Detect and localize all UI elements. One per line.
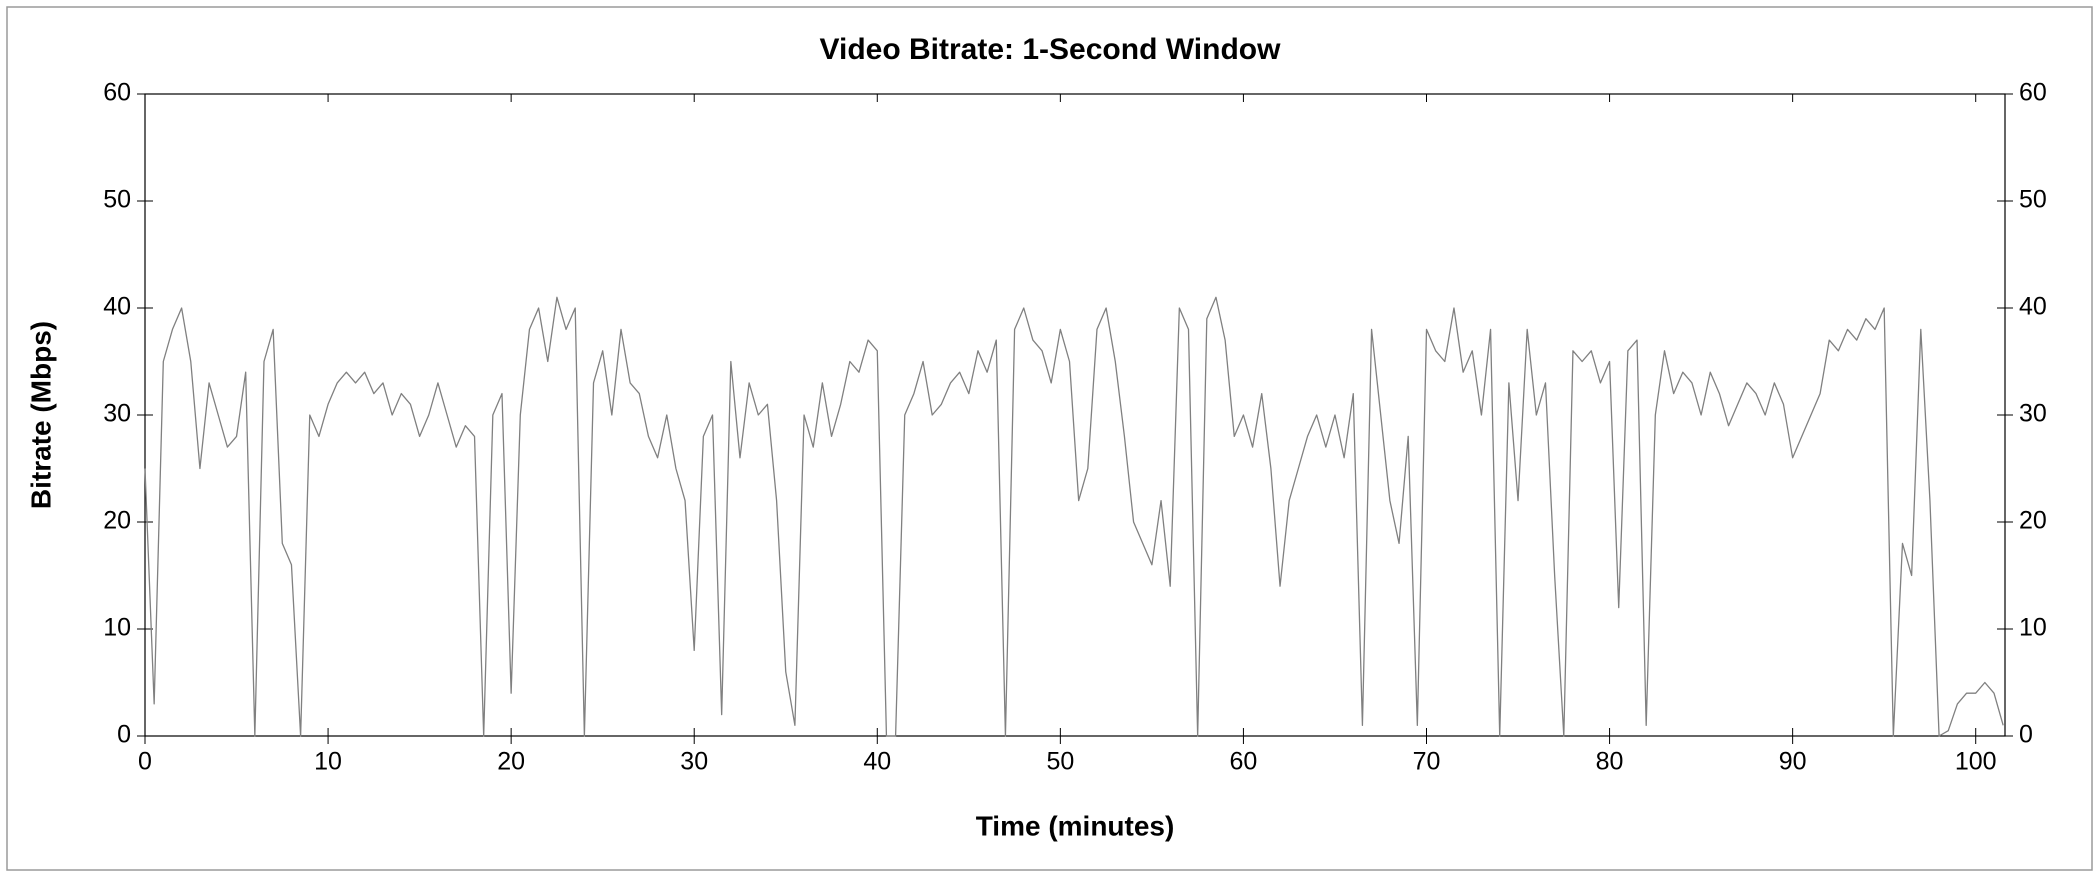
y2-tick-label: 10 (2019, 614, 2047, 642)
y-axis-label: Bitrate (Mbps) (25, 321, 56, 509)
x-tick-label: 20 (497, 748, 525, 776)
y2-tick-label: 20 (2019, 507, 2047, 535)
x-tick-label: 30 (680, 748, 708, 776)
x-tick-label: 90 (1779, 748, 1807, 776)
x-tick-label: 60 (1230, 748, 1258, 776)
y2-tick-label: 30 (2019, 400, 2047, 428)
frame (6, 6, 2093, 871)
x-axis-label: Time (minutes) (976, 810, 1175, 841)
x-tick-label: 50 (1046, 748, 1074, 776)
chart-title: Video Bitrate: 1-Second Window (820, 33, 1282, 66)
y-tick-label: 60 (103, 79, 131, 107)
x-tick-label: 100 (1955, 748, 1997, 776)
y-tick-label: 10 (103, 614, 131, 642)
y2-tick-label: 50 (2019, 186, 2047, 214)
y-tick-label: 50 (103, 186, 131, 214)
y2-tick-label: 0 (2019, 721, 2033, 749)
y-tick-label: 0 (117, 721, 131, 749)
x-tick-label: 80 (1596, 748, 1624, 776)
y-tick-label: 40 (103, 293, 131, 321)
y2-tick-label: 40 (2019, 293, 2047, 321)
x-tick-label: 70 (1413, 748, 1441, 776)
bitrate-line (144, 296, 2004, 737)
x-tick-label: 0 (138, 748, 152, 776)
x-tick-label: 10 (314, 748, 342, 776)
y2-tick-label: 60 (2019, 79, 2047, 107)
y-tick-label: 30 (103, 400, 131, 428)
y-tick-label: 20 (103, 507, 131, 535)
x-tick-label: 40 (863, 748, 891, 776)
